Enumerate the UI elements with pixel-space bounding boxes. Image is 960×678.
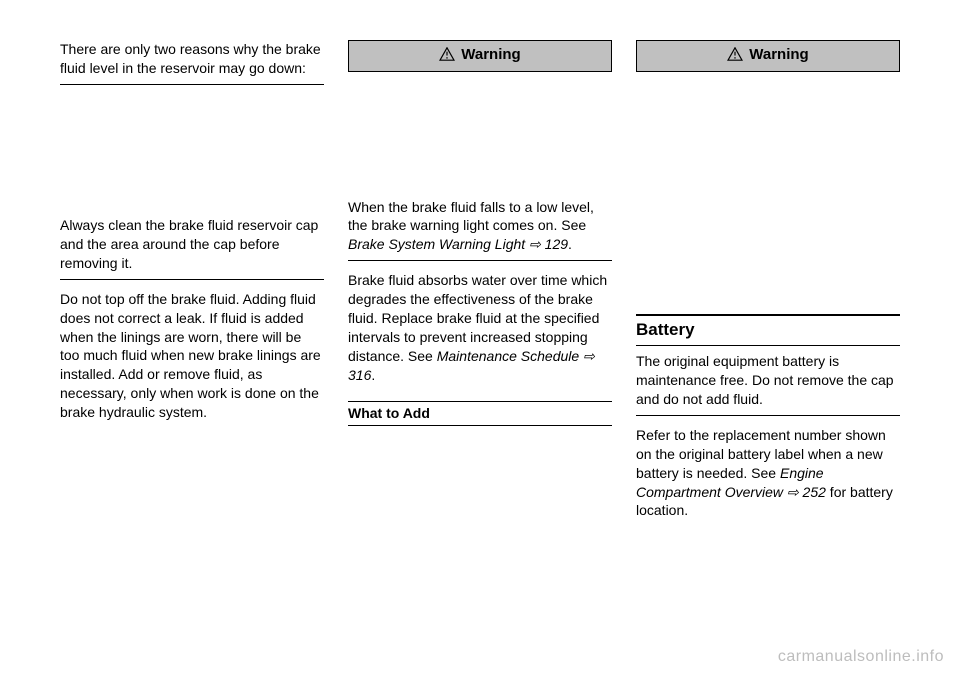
subheading-what-to-add: What to Add: [348, 401, 612, 426]
warning-label: Warning: [749, 46, 808, 63]
hidden-text: Use only GM approved DOT 3 brake fluid f…: [348, 432, 612, 489]
column-2: Warning If too much brake fluid is added…: [348, 40, 612, 536]
warning-header: Warning: [636, 40, 900, 72]
paragraph: Always clean the brake fluid reservoir c…: [60, 216, 324, 280]
hidden-text: If brake fluid is spilled on the vehicle…: [636, 76, 900, 306]
text: Refer to the replacement number shown on…: [636, 427, 886, 481]
paragraph: Brake fluid absorbs water over time whic…: [348, 271, 612, 390]
text: .: [371, 367, 375, 383]
manual-page: There are only two reasons why the brake…: [0, 0, 960, 556]
column-1: There are only two reasons why the brake…: [60, 40, 324, 536]
warning-header: Warning: [348, 40, 612, 72]
text: When the brake fluid falls to a low leve…: [348, 199, 594, 234]
paragraph: Refer to the replacement number shown on…: [636, 426, 900, 526]
text: .: [568, 236, 572, 252]
warning-label: Warning: [461, 46, 520, 63]
paragraph: Do not top off the brake fluid. Adding f…: [60, 290, 324, 428]
column-3: Warning If brake fluid is spilled on the…: [636, 40, 900, 536]
watermark: carmanualsonline.info: [778, 646, 944, 668]
paragraph: The original equipment battery is mainte…: [636, 352, 900, 416]
warning-triangle-icon: [439, 47, 455, 67]
paragraph: When the brake fluid falls to a low leve…: [348, 198, 612, 262]
hidden-text: If too much brake fluid is added, it can…: [348, 76, 612, 189]
warning-triangle-icon: [727, 47, 743, 67]
reference-link: Brake System Warning Light ⇨ 129: [348, 236, 568, 252]
paragraph: There are only two reasons why the brake…: [60, 40, 324, 85]
section-heading-battery: Battery: [636, 314, 900, 346]
hidden-text: Normal brake lining wear. When new linin…: [60, 95, 324, 208]
